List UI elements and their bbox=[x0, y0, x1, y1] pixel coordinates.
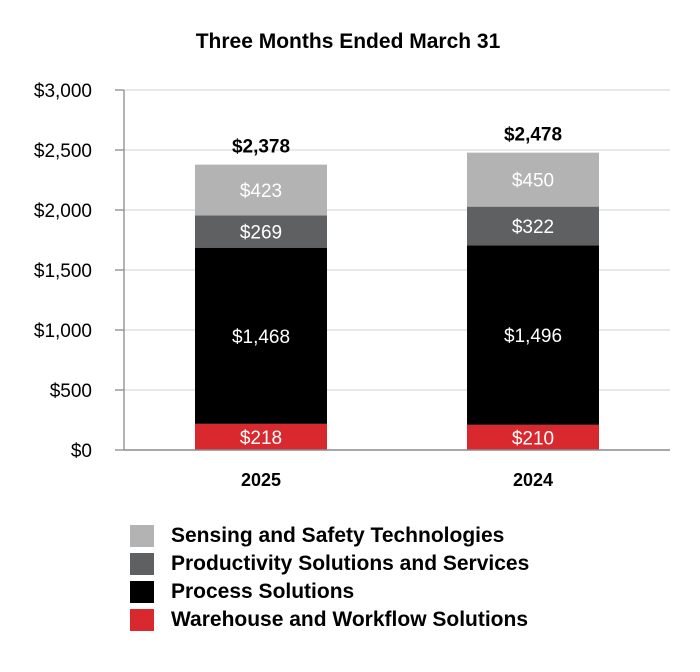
x-tick-label: 2025 bbox=[241, 470, 281, 490]
bar-segment bbox=[467, 152, 599, 207]
y-tick-label: $1,500 bbox=[34, 261, 92, 282]
legend-item: Sensing and Safety Technologies bbox=[130, 522, 529, 550]
bar-total-label: $2,378 bbox=[232, 137, 290, 158]
bar-segment-label: $1,496 bbox=[504, 326, 562, 347]
legend-label: Warehouse and Workflow Solutions bbox=[171, 608, 529, 631]
bar-segment bbox=[467, 206, 599, 246]
y-tick-label: $2,000 bbox=[34, 201, 92, 222]
legend: Sensing and Safety Technologies Productiv… bbox=[130, 522, 529, 634]
y-axis: $0 $500 $1,000 $1,500 $2,000 $2,500 $3,000 bbox=[34, 81, 125, 462]
bar-segment-label: $218 bbox=[240, 428, 282, 449]
bar-segment bbox=[467, 245, 599, 425]
legend-swatch bbox=[130, 553, 154, 575]
legend-item: Productivity Solutions and Services bbox=[130, 550, 529, 578]
bar-segment bbox=[467, 424, 599, 450]
bar-segment-label: $1,468 bbox=[232, 327, 290, 348]
chart-title: Three Months Ended March 31 bbox=[196, 30, 501, 53]
y-tick-label: $2,500 bbox=[34, 141, 92, 162]
legend-label: Sensing and Safety Technologies bbox=[171, 524, 505, 547]
x-tick-label: 2024 bbox=[513, 470, 553, 490]
bar-segment bbox=[195, 423, 327, 450]
legend-item: Warehouse and Workflow Solutions bbox=[130, 606, 529, 634]
bar-segment-label: $210 bbox=[512, 428, 554, 449]
bar-total-label: $2,478 bbox=[504, 125, 562, 146]
legend-swatch bbox=[130, 581, 154, 603]
x-axis: 2025 2024 bbox=[124, 449, 670, 490]
bar-segment bbox=[195, 247, 327, 424]
legend-item: Process Solutions bbox=[130, 578, 529, 606]
y-tick-label: $1,000 bbox=[34, 321, 92, 342]
legend-swatch bbox=[130, 609, 154, 631]
bar-segment-label: $269 bbox=[240, 223, 282, 244]
y-tick-label: $0 bbox=[71, 441, 92, 462]
bar-segment-label: $423 bbox=[240, 181, 282, 202]
bars: $218 $1,468 $269 $423 $2,378 $210 $1,496 $322 $4… bbox=[195, 125, 599, 450]
bar-segment-label: $450 bbox=[512, 171, 554, 192]
legend-label: Productivity Solutions and Services bbox=[171, 552, 530, 575]
bar-segment-label: $322 bbox=[512, 217, 554, 238]
legend-swatch bbox=[130, 525, 154, 547]
bar-segment bbox=[195, 164, 327, 216]
bar-segment bbox=[195, 215, 327, 248]
legend-label: Process Solutions bbox=[171, 580, 355, 603]
y-tick-label: $3,000 bbox=[34, 81, 92, 102]
stacked-bar-chart: Three Months Ended March 31 $0 $500 $1,000… bbox=[34, 30, 670, 490]
y-tick-label: $500 bbox=[50, 381, 92, 402]
